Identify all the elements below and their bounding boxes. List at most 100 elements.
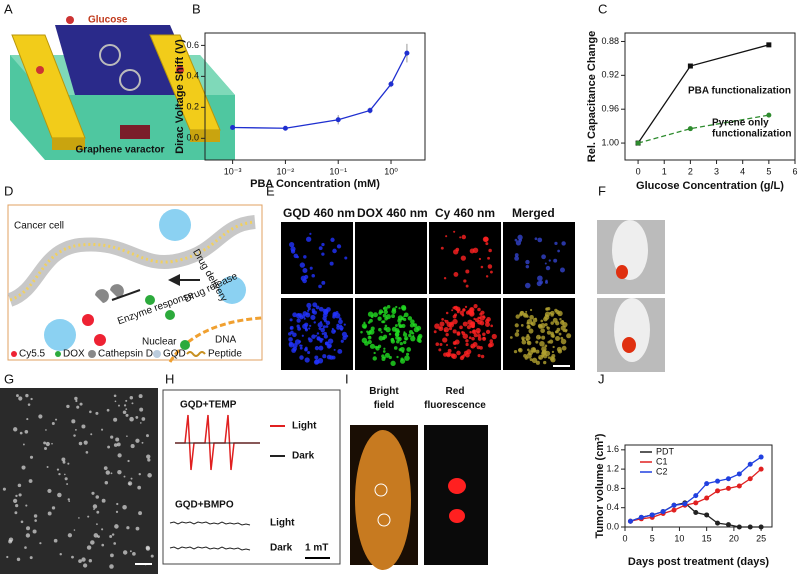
speckle bbox=[555, 321, 560, 326]
speckle bbox=[442, 337, 448, 343]
speckle bbox=[34, 519, 37, 522]
speckle bbox=[465, 339, 469, 343]
speckle bbox=[109, 564, 114, 569]
speckle bbox=[314, 355, 319, 360]
speckle bbox=[303, 317, 306, 320]
speckle bbox=[67, 498, 70, 501]
speckle bbox=[382, 313, 387, 318]
data-point bbox=[747, 524, 753, 530]
legend-entry: PDT bbox=[656, 446, 675, 456]
speckle bbox=[288, 341, 293, 346]
speckle bbox=[319, 321, 323, 324]
speckle bbox=[370, 315, 374, 319]
speckle bbox=[456, 350, 461, 356]
speckle bbox=[361, 323, 368, 329]
x-tick-label: 10⁻¹ bbox=[329, 166, 347, 176]
speckle bbox=[137, 485, 142, 490]
speckle bbox=[91, 491, 95, 495]
speckle bbox=[541, 335, 546, 340]
speckle bbox=[373, 312, 378, 318]
speckle bbox=[490, 270, 493, 274]
legend-entry: Dark bbox=[292, 451, 315, 462]
speckle bbox=[319, 337, 323, 342]
speckle bbox=[456, 332, 461, 336]
speckle bbox=[485, 275, 489, 278]
speckle bbox=[150, 554, 154, 558]
speckle bbox=[321, 332, 324, 335]
speckle bbox=[327, 343, 332, 348]
speckle bbox=[123, 475, 126, 478]
speckle bbox=[360, 330, 363, 334]
speckle bbox=[87, 515, 90, 518]
panel-label: F bbox=[598, 183, 606, 198]
speckle bbox=[487, 264, 493, 269]
speckle bbox=[96, 523, 98, 526]
speckle bbox=[549, 356, 555, 361]
speckle bbox=[325, 320, 331, 326]
speckle bbox=[30, 397, 33, 401]
speckle bbox=[561, 241, 566, 246]
data-point bbox=[660, 509, 666, 515]
speckle bbox=[114, 524, 119, 529]
speckle bbox=[125, 408, 128, 410]
x-tick-label: 6 bbox=[792, 166, 797, 176]
data-point bbox=[638, 514, 644, 520]
panel-label: G bbox=[4, 371, 14, 386]
speckle bbox=[314, 346, 320, 351]
speckle bbox=[514, 253, 519, 257]
speckle bbox=[384, 324, 388, 328]
panel-label: D bbox=[4, 183, 13, 198]
speckle bbox=[16, 394, 19, 397]
speckle bbox=[83, 440, 88, 445]
speckle bbox=[51, 442, 53, 445]
speckle bbox=[304, 348, 308, 351]
speckle bbox=[126, 526, 130, 530]
speckle bbox=[25, 504, 28, 507]
speckle bbox=[105, 470, 110, 475]
speckle bbox=[318, 345, 324, 351]
y-tick-label: 0.0 bbox=[606, 521, 619, 531]
series-label: Pyrene only functionalization bbox=[712, 117, 791, 139]
xray-images bbox=[597, 220, 665, 372]
speckle bbox=[290, 330, 294, 335]
data-point bbox=[736, 471, 742, 477]
speckle bbox=[516, 329, 520, 333]
data-point bbox=[635, 140, 641, 146]
speckle bbox=[336, 323, 340, 327]
data-point bbox=[693, 493, 699, 499]
speckle bbox=[544, 280, 549, 284]
speckle bbox=[541, 351, 546, 357]
panel-label: C bbox=[598, 1, 607, 16]
speckle bbox=[307, 350, 311, 355]
speckle bbox=[452, 329, 457, 334]
speckle bbox=[29, 455, 34, 459]
speckle bbox=[545, 265, 551, 271]
data-point bbox=[367, 107, 373, 113]
data-point bbox=[682, 501, 688, 507]
speckle bbox=[93, 533, 99, 538]
legend-entry: Light bbox=[270, 518, 295, 529]
speckle bbox=[560, 325, 566, 331]
speckle bbox=[104, 481, 109, 485]
speckle bbox=[405, 352, 410, 356]
speckle bbox=[146, 454, 151, 459]
speckle bbox=[488, 248, 492, 253]
speckle bbox=[540, 328, 545, 334]
speckle bbox=[439, 326, 442, 330]
data-point bbox=[388, 81, 394, 87]
speckle bbox=[385, 314, 391, 320]
speckle bbox=[28, 479, 33, 483]
speckle bbox=[559, 267, 565, 273]
speckle bbox=[530, 321, 536, 327]
speckle bbox=[391, 309, 397, 315]
speckle bbox=[47, 488, 52, 494]
speckle bbox=[318, 327, 322, 330]
speckle bbox=[540, 319, 544, 323]
annotation: Nuclear bbox=[142, 337, 177, 348]
speckle bbox=[393, 346, 398, 350]
speckle bbox=[118, 404, 120, 407]
device-schematic bbox=[10, 16, 235, 160]
speckle bbox=[440, 246, 444, 250]
x-tick-label: 1 bbox=[662, 166, 667, 176]
speckle bbox=[467, 319, 473, 325]
